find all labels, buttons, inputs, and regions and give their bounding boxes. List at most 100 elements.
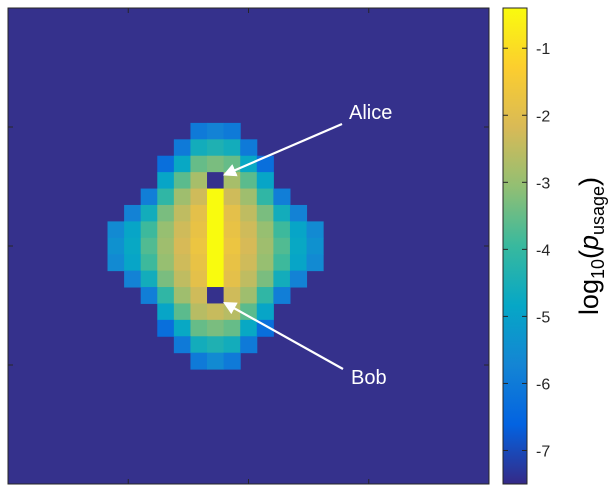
heatmap-cell xyxy=(273,287,291,304)
heatmap-cell xyxy=(273,204,291,222)
heatmap-cell xyxy=(240,319,258,337)
heatmap-cell xyxy=(190,221,208,239)
heatmap-cell xyxy=(157,319,175,337)
heatmap-cell xyxy=(173,204,191,222)
heatmap-cell xyxy=(124,204,142,222)
heatmap-cell xyxy=(157,221,175,239)
heatmap-cell xyxy=(223,270,241,288)
heatmap-cell xyxy=(157,270,175,288)
heatmap-cell xyxy=(207,221,225,239)
annotation-label: Alice xyxy=(349,102,392,124)
heatmap-cell xyxy=(190,352,208,370)
heatmap-cell xyxy=(240,237,258,255)
heatmap-cell xyxy=(157,237,175,255)
heatmap-cell xyxy=(107,254,125,272)
heatmap-cell xyxy=(207,303,225,321)
heatmap-cell xyxy=(173,139,191,157)
heatmap-cell xyxy=(273,237,291,255)
heatmap-cell xyxy=(256,172,274,190)
heatmap-cell xyxy=(140,287,158,304)
colorbar-label-text: log10(pusage) xyxy=(574,177,608,315)
colorbar-label-arg: p xyxy=(574,235,604,251)
heatmap-cell xyxy=(289,237,308,255)
heatmap-cell xyxy=(140,237,158,255)
heatmap-cell xyxy=(223,336,241,354)
heatmap-cell xyxy=(207,254,225,272)
heatmap-cell xyxy=(273,254,291,272)
heatmap-cell xyxy=(240,221,258,239)
heatmap-cell xyxy=(223,139,241,157)
heatmap-cell xyxy=(240,303,258,321)
colorbar-label-arg-sub: usage xyxy=(588,186,608,235)
heatmap-cell xyxy=(107,221,125,239)
heatmap-cell xyxy=(306,237,324,255)
heatmap-cell xyxy=(190,204,208,222)
heatmap-cell xyxy=(190,287,208,304)
heatmap-cell xyxy=(190,254,208,272)
heatmap-cell xyxy=(173,188,191,206)
heatmap-cell xyxy=(207,172,225,190)
heatmap-cell xyxy=(157,188,175,206)
heatmap-cell xyxy=(223,254,241,272)
heatmap-cell xyxy=(273,188,291,206)
heatmap-cell xyxy=(207,139,225,157)
heatmap-cell xyxy=(289,254,308,272)
heatmap-cell xyxy=(157,172,175,190)
heatmap-cell xyxy=(190,270,208,288)
heatmap-cell xyxy=(223,237,241,255)
annotations: Alice Bob xyxy=(222,102,392,389)
heatmap-cell xyxy=(223,155,241,173)
heatmap-cell xyxy=(289,270,308,288)
heatmap-cell xyxy=(124,254,142,272)
heatmap-cell xyxy=(256,204,274,222)
plot-ticks xyxy=(7,7,490,485)
heatmap-cell xyxy=(173,303,191,321)
heatmap-cell xyxy=(124,270,142,288)
heatmap-cell xyxy=(173,172,191,190)
heatmap-cell xyxy=(240,139,258,157)
colorbar-ticks: -1 -2 -3 -4 -5 -6 -7 xyxy=(503,41,550,460)
heatmap-cell xyxy=(256,270,274,288)
heatmap-cell xyxy=(240,336,258,354)
heatmap-cell xyxy=(273,270,291,288)
heatmap-cell xyxy=(240,204,258,222)
heatmap-cell xyxy=(190,139,208,157)
heatmap-cell xyxy=(256,254,274,272)
heatmap-cell xyxy=(256,221,274,239)
heatmap-cell xyxy=(157,204,175,222)
colorbar-tick-label: -4 xyxy=(536,242,550,259)
heatmap-cell xyxy=(157,303,175,321)
heatmap-cell xyxy=(157,287,175,304)
colorbar-label-paren-close: ) xyxy=(574,177,604,186)
colorbar-tick-label: -1 xyxy=(536,41,550,58)
heatmap-cell xyxy=(240,188,258,206)
heatmap-cell xyxy=(207,237,225,255)
heatmap-cell xyxy=(289,221,308,239)
heatmap-cell xyxy=(207,336,225,354)
heatmap-cells xyxy=(107,122,324,370)
heatmap-cell xyxy=(140,204,158,222)
heatmap-cell xyxy=(223,352,241,370)
heatmap-cell xyxy=(256,237,274,255)
colorbar-label-paren-open: ( xyxy=(574,250,604,259)
heatmap-cell xyxy=(207,122,225,140)
colorbar-label-base: log xyxy=(574,279,604,315)
heatmap-cell xyxy=(207,204,225,222)
heatmap-cell xyxy=(207,155,225,173)
heatmap-cell xyxy=(223,188,241,206)
colorbar-tick-label: -6 xyxy=(536,376,550,393)
heatmap-cell xyxy=(223,287,241,304)
heatmap-cell xyxy=(240,172,258,190)
colorbar-label-sub: 10 xyxy=(588,259,608,279)
colorbar-tick-label: -5 xyxy=(536,309,550,326)
heatmap-cell xyxy=(140,254,158,272)
heatmap-cell xyxy=(223,221,241,239)
heatmap-cell xyxy=(140,188,158,206)
heatmap-cell xyxy=(190,188,208,206)
heatmap-cell xyxy=(190,336,208,354)
heatmap-cell xyxy=(207,270,225,288)
heatmap-cell xyxy=(256,287,274,304)
colorbar-frame xyxy=(502,7,528,485)
heatmap-cell xyxy=(173,319,191,337)
heatmap-cell xyxy=(190,319,208,337)
